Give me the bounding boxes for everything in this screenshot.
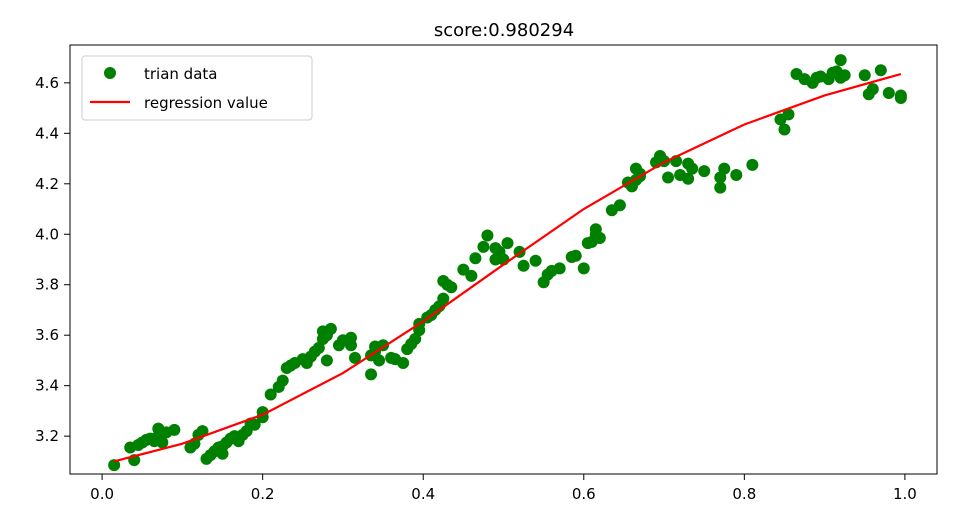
data-point-trian-data (373, 354, 386, 367)
data-point-trian-data (662, 171, 675, 184)
data-point-trian-data (397, 356, 410, 369)
x-tick-label: 0.6 (572, 485, 596, 503)
data-point-trian-data (465, 269, 478, 282)
data-point-trian-data (264, 388, 277, 401)
legend-label-regression-value: regression value (144, 94, 268, 112)
data-point-trian-data (168, 423, 181, 436)
data-point-trian-data (838, 69, 851, 82)
data-point-trian-data (156, 436, 169, 449)
data-point-trian-data (108, 459, 121, 472)
x-tick-label: 1.0 (893, 485, 917, 503)
plot-area (108, 54, 907, 472)
data-point-trian-data (714, 181, 727, 194)
data-point-trian-data (344, 339, 357, 352)
y-tick-label: 4.0 (35, 225, 59, 243)
data-point-trian-data (569, 249, 582, 262)
legend-box (81, 55, 313, 121)
y-tick-label: 3.2 (35, 427, 59, 445)
axes: 0.0 0.2 0.4 0.6 0.8 1.0 3.2 3.4 3.6 3.8 4.0 4.2 4.4 4… (35, 44, 938, 503)
y-tick-label: 4.4 (35, 124, 59, 142)
data-point-trian-data (746, 158, 759, 171)
data-point-trian-data (320, 354, 333, 367)
data-point-trian-data (718, 162, 731, 175)
data-point-trian-data (882, 86, 895, 99)
data-point-trian-data (894, 89, 907, 102)
data-point-trian-data (437, 292, 450, 305)
data-point-trian-data (782, 108, 795, 121)
data-point-trian-data (276, 374, 289, 387)
y-tick-label: 3.8 (35, 276, 59, 294)
data-point-trian-data (196, 425, 209, 438)
x-tick-label: 0.8 (732, 485, 756, 503)
axes-frame (69, 44, 938, 475)
data-point-trian-data (778, 123, 791, 136)
data-point-trian-data (613, 199, 626, 212)
data-point-trian-data (517, 259, 530, 272)
data-point-trian-data (858, 69, 871, 82)
x-tick-label: 0.4 (411, 485, 435, 503)
x-tick-label: 0.0 (90, 485, 114, 503)
legend: trian data regression value (81, 55, 313, 121)
y-tick-label: 3.6 (35, 326, 59, 344)
data-point-trian-data (874, 64, 887, 77)
data-point-trian-data (469, 252, 482, 265)
data-point-trian-data (866, 83, 879, 96)
data-point-trian-data (682, 172, 695, 185)
y-tick-label: 4.2 (35, 175, 59, 193)
data-point-trian-data (593, 232, 606, 245)
data-point-trian-data (457, 263, 470, 276)
data-point-trian-data (730, 168, 743, 181)
data-point-trian-data (445, 281, 458, 294)
y-tick-label: 3.4 (35, 377, 59, 395)
data-point-trian-data (698, 165, 711, 178)
data-point-trian-data (686, 162, 699, 175)
legend-marker-trian-data (104, 67, 116, 79)
chart-title: score:0.980294 (434, 20, 574, 41)
x-tick-label: 0.2 (251, 485, 275, 503)
data-point-trian-data (501, 237, 514, 250)
series-line-regression-value (113, 72, 902, 463)
data-point-trian-data (348, 351, 361, 364)
data-point-trian-data (477, 240, 490, 253)
data-point-trian-data (529, 254, 542, 267)
data-point-trian-data (216, 447, 229, 460)
data-point-trian-data (248, 418, 261, 431)
data-point-trian-data (324, 322, 337, 335)
data-point-trian-data (553, 262, 566, 275)
legend-label-trian-data: trian data (144, 65, 217, 83)
y-tick-label: 4.6 (35, 74, 59, 92)
data-point-trian-data (577, 262, 590, 275)
data-point-trian-data (834, 54, 847, 67)
data-point-trian-data (365, 368, 378, 381)
data-point-trian-data (481, 229, 494, 242)
